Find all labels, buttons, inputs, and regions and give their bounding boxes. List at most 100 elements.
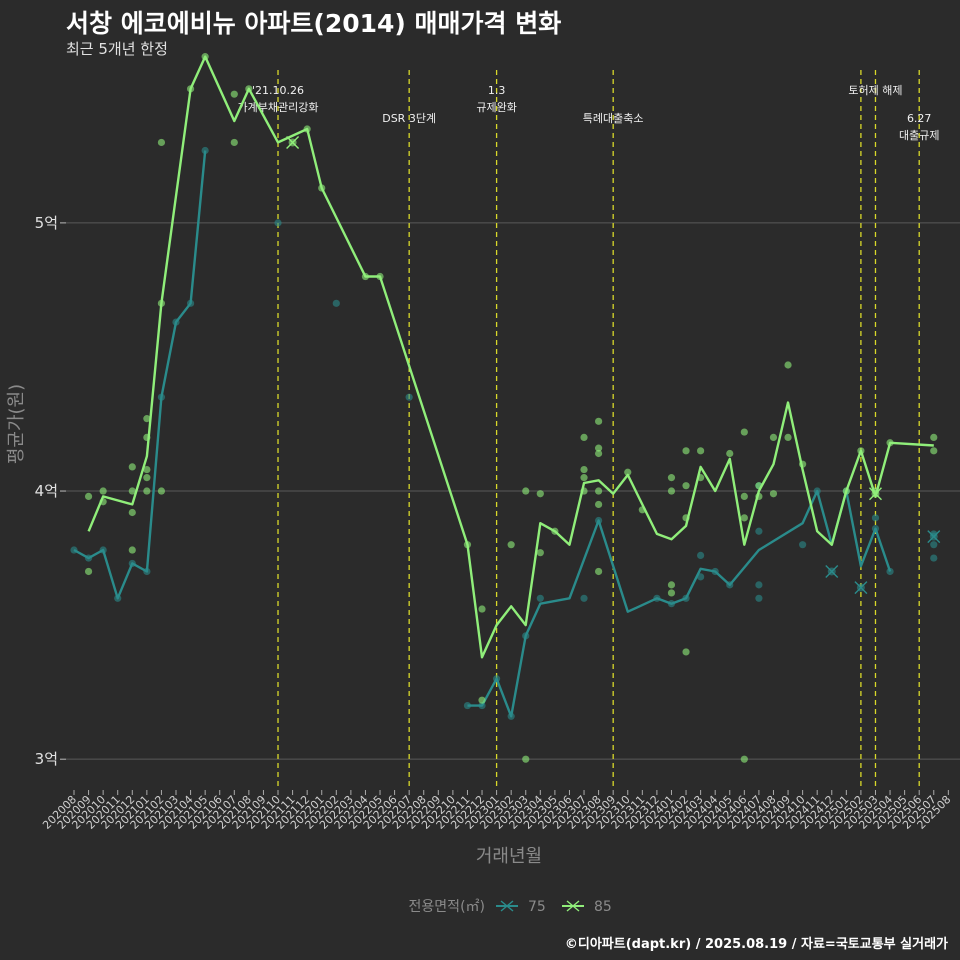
data-point xyxy=(595,487,603,495)
cancelled-x-mark xyxy=(927,530,941,544)
data-point xyxy=(478,696,486,704)
data-point xyxy=(930,554,938,562)
data-point xyxy=(667,474,676,482)
data-point xyxy=(595,567,603,576)
data-point xyxy=(769,433,778,442)
y-axis-title: 평균가(원) xyxy=(6,384,27,464)
data-point xyxy=(595,449,603,458)
policy-annotation: 대출규제 xyxy=(899,129,939,142)
data-point xyxy=(536,549,544,557)
data-point xyxy=(697,447,705,455)
data-point xyxy=(157,138,166,147)
cancelled-x-mark xyxy=(825,564,839,578)
data-point xyxy=(740,755,748,763)
legend-swatch-mark xyxy=(500,900,514,912)
policy-annotation: 6.27 xyxy=(907,112,932,125)
policy-annotation: 토허제 해제 xyxy=(848,83,902,97)
data-point xyxy=(871,514,880,522)
data-point xyxy=(143,415,151,423)
series-line xyxy=(73,150,207,600)
data-point xyxy=(624,468,632,476)
data-point xyxy=(595,444,603,452)
legend-title: 전용면적(㎡) xyxy=(409,899,485,915)
data-point xyxy=(682,648,690,656)
chart-title: 서창 에코에비뉴 아파트(2014) 매매가격 변화 xyxy=(66,9,562,38)
data-point xyxy=(332,299,340,307)
series-85 xyxy=(84,53,938,763)
data-point xyxy=(726,449,734,458)
data-point xyxy=(201,146,209,155)
data-point xyxy=(507,541,515,549)
data-point xyxy=(784,361,792,369)
data-point xyxy=(463,701,472,710)
data-point xyxy=(580,433,588,442)
legend-swatch-mark xyxy=(566,900,580,912)
policy-annotation: 특례대출축소 xyxy=(583,112,644,125)
data-point xyxy=(755,594,763,602)
x-axis-title: 거래년월 xyxy=(476,846,542,867)
data-point xyxy=(580,594,588,602)
data-point xyxy=(930,447,938,455)
data-point xyxy=(799,541,807,549)
data-point xyxy=(595,417,603,425)
data-point xyxy=(740,514,748,522)
data-point xyxy=(536,594,544,602)
data-point xyxy=(580,474,588,482)
series-line xyxy=(87,55,934,659)
data-point xyxy=(128,508,136,517)
series-75 xyxy=(70,146,941,720)
data-point xyxy=(740,492,748,500)
data-point xyxy=(740,428,748,436)
data-point xyxy=(667,589,676,597)
policy-annotation: 규제완화 xyxy=(476,101,516,114)
source-caption: ©디아파트(dapt.kr) / 2025.08.19 / 자료=국토교통부 실… xyxy=(564,937,948,952)
chart-subtitle: 최근 5개년 한정 xyxy=(66,40,168,58)
data-point xyxy=(157,487,166,495)
policy-annotation: DSR 3단계 xyxy=(382,112,436,125)
cancelled-x-mark xyxy=(868,487,882,501)
data-point xyxy=(667,487,676,495)
data-point xyxy=(84,567,93,576)
data-point xyxy=(274,219,282,227)
data-point xyxy=(128,546,136,554)
legend: 전용면적(㎡) 75 85 xyxy=(409,899,612,915)
data-point xyxy=(143,487,151,495)
y-tick-label: 5억 xyxy=(35,214,58,232)
legend-label: 75 xyxy=(528,899,546,915)
data-point xyxy=(595,500,603,509)
data-point xyxy=(143,465,151,474)
data-point xyxy=(522,755,530,763)
data-point xyxy=(930,541,938,549)
data-point xyxy=(128,463,136,471)
data-point xyxy=(667,581,676,589)
data-point xyxy=(769,490,778,498)
data-point xyxy=(580,465,588,474)
series-line xyxy=(467,489,892,718)
data-point xyxy=(784,433,792,442)
policy-annotation: 가계부채관리강화 xyxy=(238,101,319,114)
y-tick-label: 4억 xyxy=(35,482,58,500)
data-point xyxy=(536,490,544,498)
data-point xyxy=(682,482,690,490)
data-point xyxy=(128,487,136,495)
data-point xyxy=(697,551,705,559)
cancelled-x-mark xyxy=(286,135,300,149)
legend-label: 85 xyxy=(594,899,612,915)
data-point xyxy=(522,487,530,495)
data-point xyxy=(230,138,238,147)
data-point xyxy=(143,474,151,482)
data-point xyxy=(682,447,690,455)
data-point xyxy=(755,527,763,535)
data-point xyxy=(930,433,938,442)
policy-annotation: '21.10.26 xyxy=(252,84,304,97)
data-point xyxy=(755,581,763,589)
data-point xyxy=(405,393,413,401)
policy-annotation: 1.3 xyxy=(488,84,506,97)
y-tick-label: 3억 xyxy=(35,750,58,768)
cancelled-x-mark xyxy=(854,581,868,595)
data-point xyxy=(84,492,93,500)
data-point xyxy=(99,487,107,495)
data-point xyxy=(230,90,238,98)
data-point xyxy=(478,605,486,613)
